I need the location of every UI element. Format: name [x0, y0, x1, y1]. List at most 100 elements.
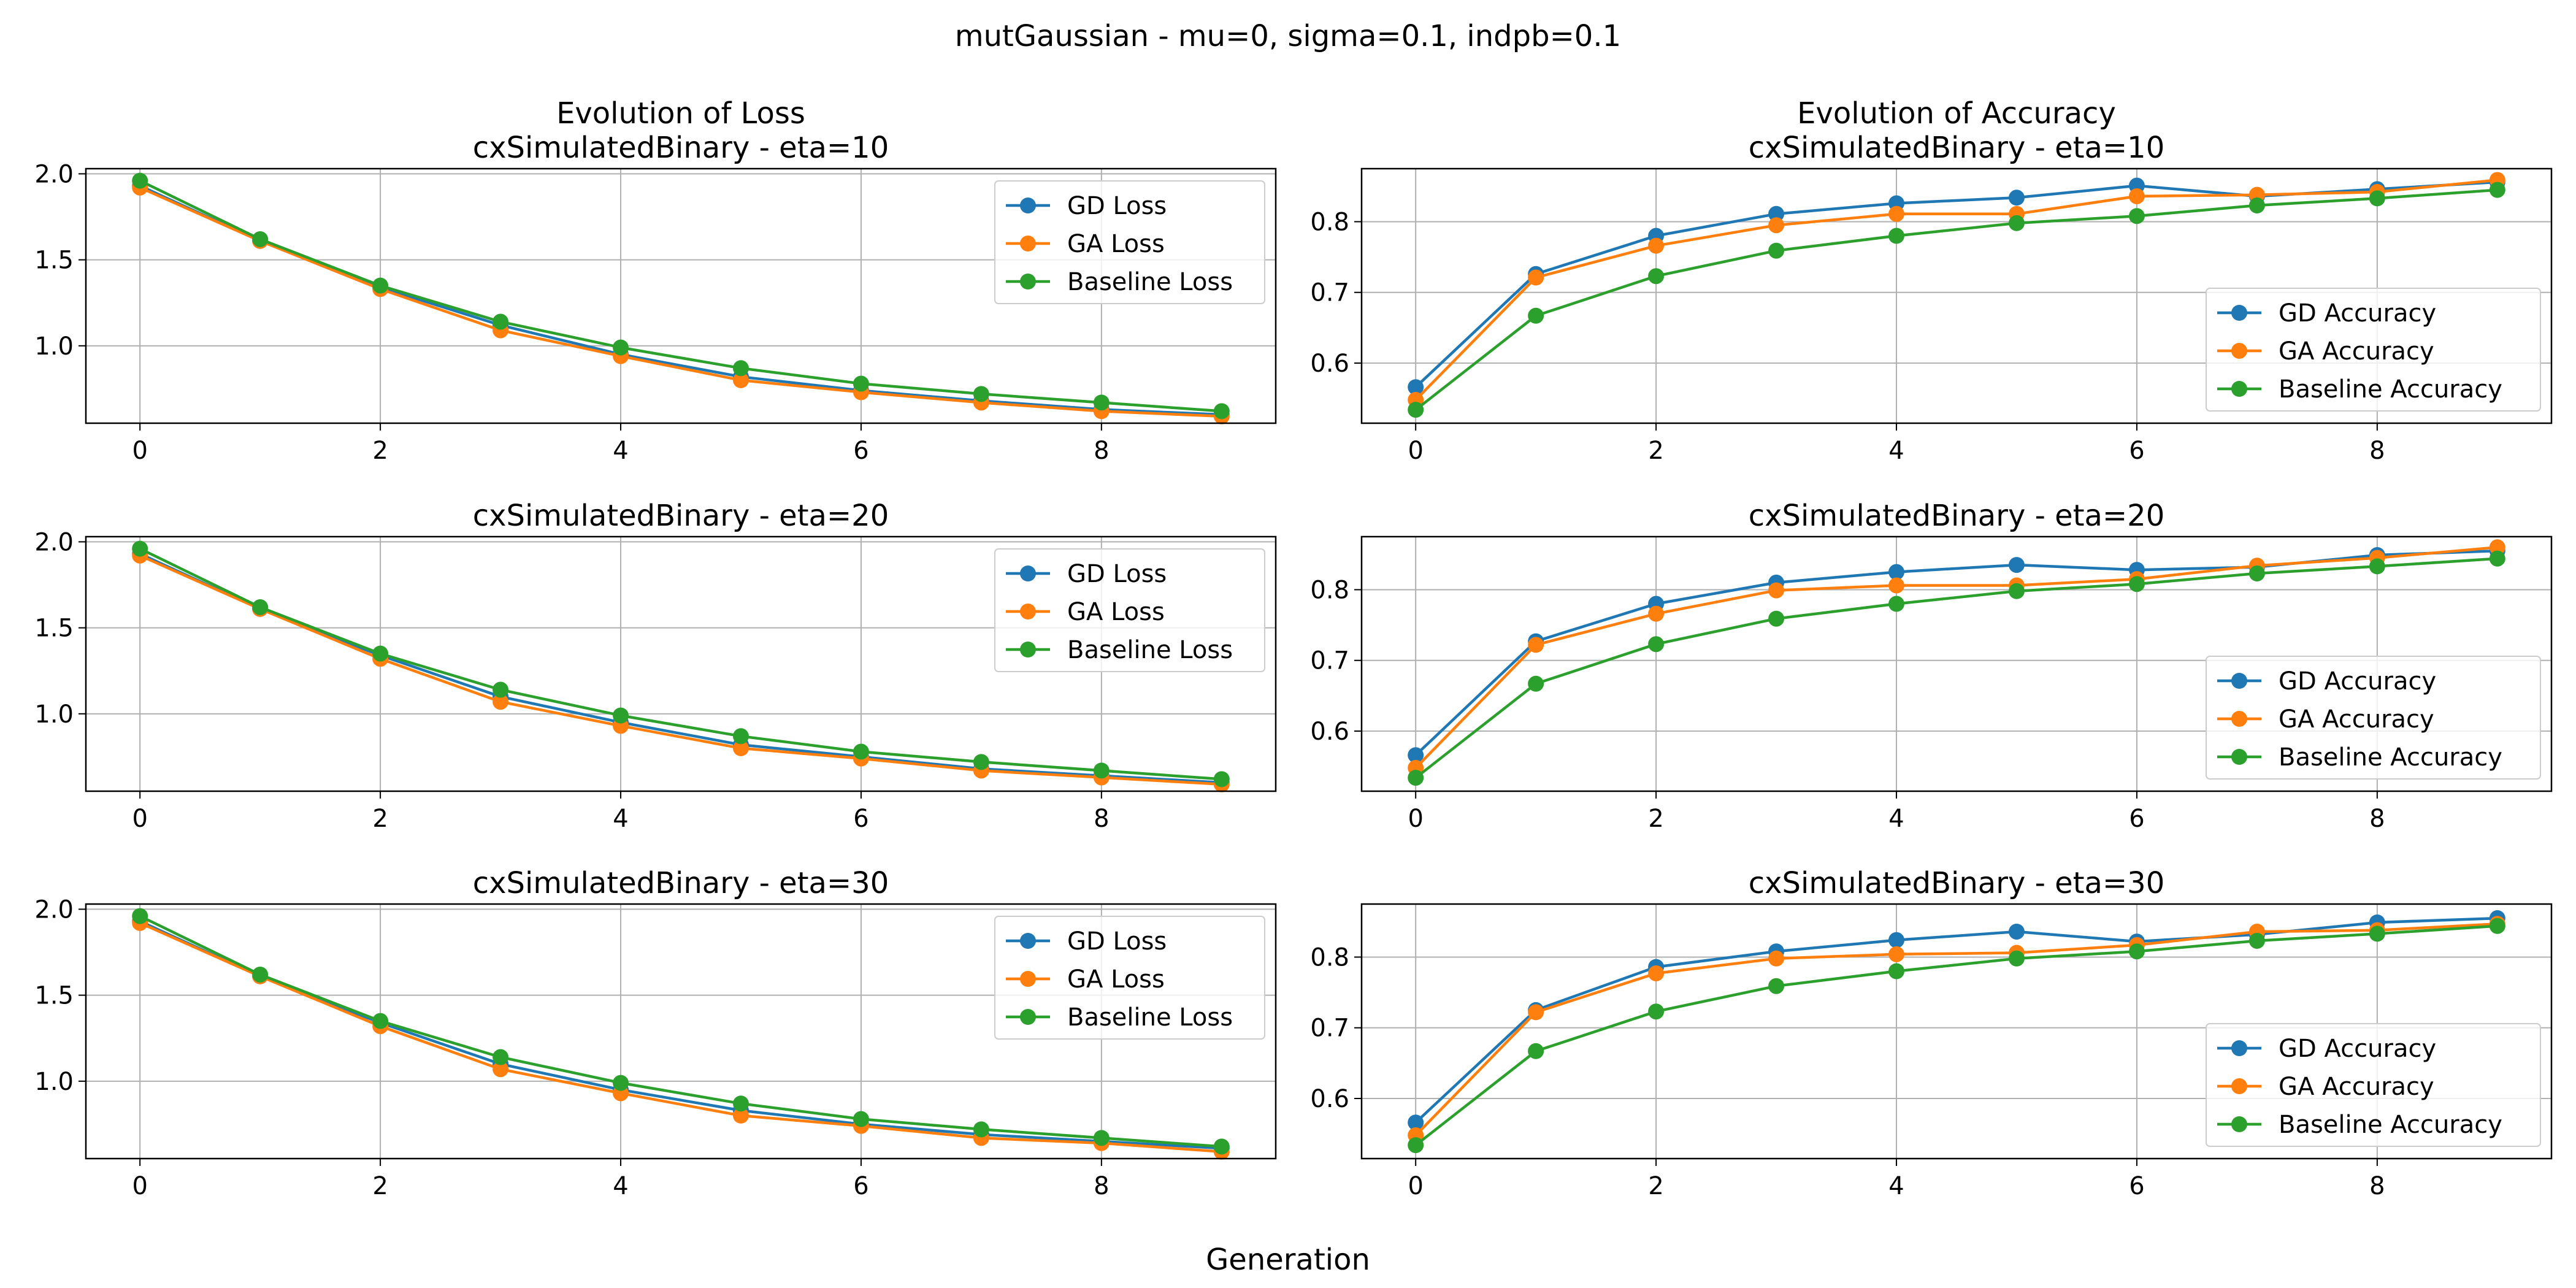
data-point — [1528, 1004, 1544, 1021]
data-point — [493, 1049, 509, 1065]
x-tick-label: 2 — [1648, 1172, 1663, 1200]
x-tick-label: 2 — [1648, 437, 1663, 465]
data-point — [732, 1095, 749, 1112]
data-point — [1648, 605, 1665, 622]
data-point — [372, 277, 389, 294]
data-point — [1408, 379, 1424, 396]
legend: GD Accuracy GA Accuracy Baseline Accuracy — [2206, 656, 2541, 780]
data-point — [1213, 1138, 1230, 1155]
data-point — [2369, 190, 2385, 207]
legend-label: GD Loss — [1067, 927, 1167, 956]
data-point — [732, 728, 749, 745]
series-line — [1414, 546, 2497, 769]
legend-marker — [1020, 642, 1036, 657]
legend-label: GA Accuracy — [2279, 705, 2434, 734]
legend-marker — [1020, 604, 1036, 619]
y-tick-label: 0.7 — [1310, 1014, 1349, 1043]
x-tick-label: 8 — [2369, 1172, 2385, 1200]
data-point — [2008, 923, 2025, 940]
plot-frame — [85, 903, 1277, 1160]
data-point — [2128, 943, 2145, 960]
y-tick-label: 0.6 — [1310, 718, 1349, 746]
data-point — [1528, 307, 1544, 324]
data-point — [1093, 394, 1110, 411]
data-point — [1888, 963, 1905, 979]
x-tick-label: 4 — [1888, 437, 1904, 465]
subplot-1: Evolution of Loss cxSimulatedBinary - eta… — [34, 96, 1277, 465]
subplot-3: cxSimulatedBinary - eta=20 0 2 4 6 8 1.0 1.5 2.0… — [34, 499, 1277, 833]
subplot-title: cxSimulatedBinary - eta=20 — [473, 499, 889, 533]
data-point — [1768, 950, 1785, 967]
data-point — [2128, 188, 2145, 204]
data-point — [2008, 215, 2025, 231]
y-tick-label: 2.0 — [34, 160, 74, 188]
legend-label: GD Loss — [1067, 192, 1167, 220]
legend-marker — [1020, 1009, 1036, 1025]
x-tick-label: 4 — [1888, 1172, 1904, 1200]
data-point — [2008, 950, 2025, 967]
data-point — [732, 372, 749, 388]
plot-frame — [1360, 535, 2553, 792]
x-tick-label: 6 — [2129, 437, 2144, 465]
data-point — [1528, 1043, 1544, 1059]
x-tick-label: 6 — [853, 437, 868, 465]
x-axis-label: Generation — [1206, 1243, 1370, 1277]
y-tick-label: 0.7 — [1310, 647, 1349, 675]
legend-label: GA Loss — [1067, 230, 1165, 258]
plot-frame — [1360, 903, 2553, 1160]
x-tick-label: 0 — [1408, 437, 1423, 465]
series-line — [1414, 557, 2497, 779]
data-point — [1408, 770, 1424, 786]
x-tick-label: 8 — [1094, 1172, 1109, 1200]
y-tick-label: 1.5 — [34, 247, 74, 275]
data-point — [2248, 197, 2265, 213]
legend-marker — [2231, 381, 2247, 397]
x-tick-label: 2 — [372, 1172, 388, 1200]
data-point — [973, 1121, 989, 1138]
data-point — [613, 1075, 629, 1091]
data-point — [613, 707, 629, 724]
data-point — [2128, 576, 2145, 592]
legend-label: Baseline Loss — [1067, 268, 1233, 296]
subplot-title: Evolution of Accuracy cxSimulatedBinary -… — [1749, 96, 2165, 165]
series-line — [1414, 178, 2498, 401]
legend-label: GD Accuracy — [2279, 667, 2436, 696]
data-point — [2008, 557, 2025, 573]
x-tick-label: 0 — [1408, 1172, 1423, 1200]
legend-label: Baseline Accuracy — [2279, 375, 2502, 404]
data-point — [372, 1013, 389, 1029]
legend-label: GA Accuracy — [2279, 1073, 2434, 1101]
legend-label: GD Loss — [1067, 560, 1167, 588]
x-tick-label: 8 — [1094, 437, 1109, 465]
data-point — [1888, 228, 1905, 244]
subplot-5: cxSimulatedBinary - eta=30 0 2 4 6 8 1.0 1.5 2.0… — [34, 866, 1277, 1200]
data-point — [1648, 268, 1665, 285]
subplot-2: Evolution of Accuracy cxSimulatedBinary -… — [1310, 96, 2553, 465]
data-point — [1768, 610, 1785, 627]
legend-frame — [2206, 288, 2541, 412]
data-point — [2489, 182, 2505, 198]
x-tick-label: 4 — [613, 1172, 628, 1200]
y-tick-label: 1.0 — [34, 1068, 74, 1096]
data-point — [1408, 1114, 1424, 1131]
x-tick-label: 8 — [2369, 437, 2385, 465]
series-line — [139, 914, 1222, 1148]
y-tick-label: 1.5 — [34, 982, 74, 1010]
data-point — [853, 1111, 869, 1127]
legend-marker — [2231, 1040, 2247, 1056]
x-tick-label: 6 — [853, 805, 868, 833]
data-point — [2489, 918, 2505, 934]
y-tick-label: 1.0 — [34, 700, 74, 729]
legend-marker — [1020, 971, 1036, 987]
data-point — [1093, 762, 1110, 779]
legend-label: GD Accuracy — [2279, 299, 2436, 328]
data-point — [2248, 932, 2265, 949]
series-line — [139, 921, 1222, 1154]
data-point — [2489, 539, 2505, 556]
data-point — [2369, 926, 2385, 942]
data-point — [132, 540, 148, 557]
data-point — [1888, 946, 1905, 962]
data-point — [973, 386, 989, 402]
y-tick-label: 0.8 — [1310, 576, 1349, 604]
